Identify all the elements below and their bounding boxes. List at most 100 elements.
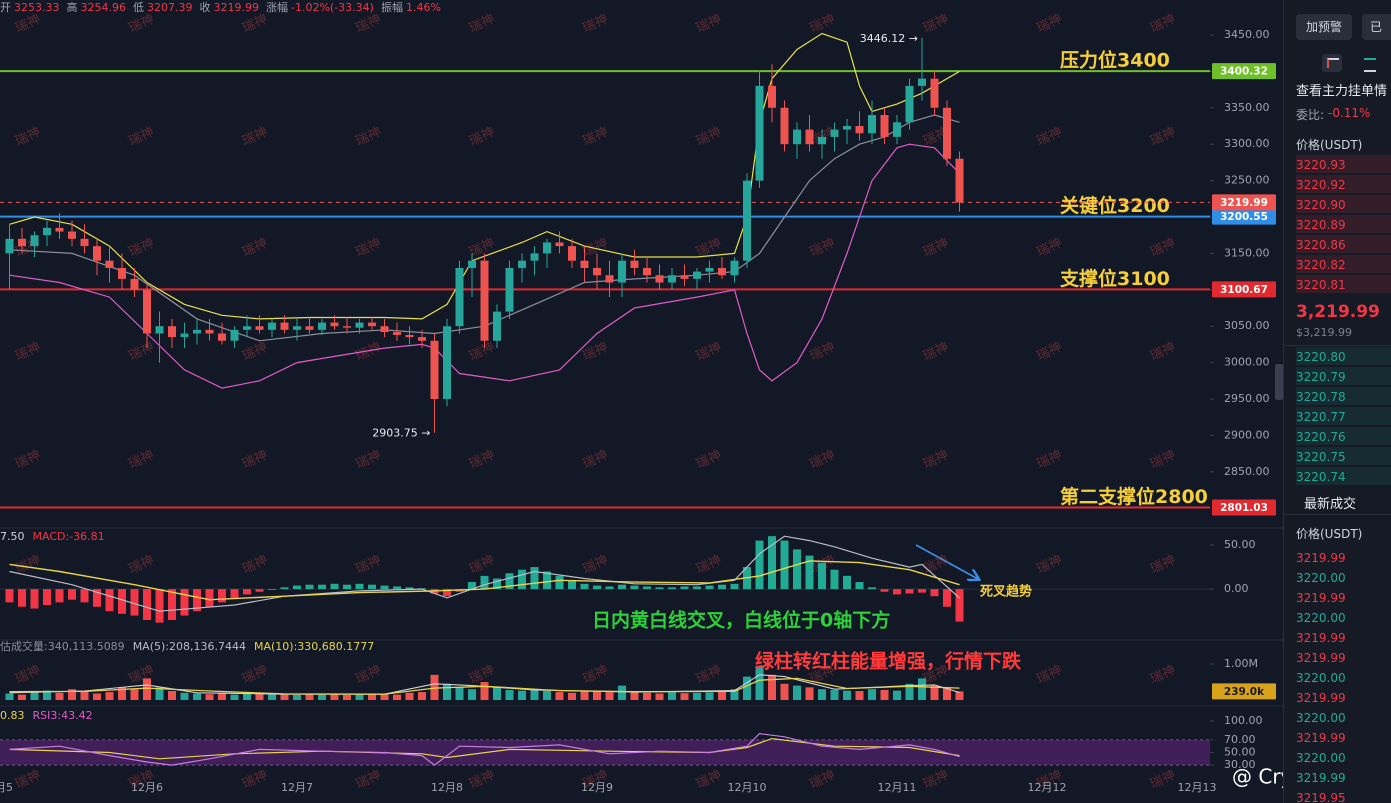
candle-body (805, 129, 814, 145)
macd-bar (30, 589, 39, 609)
trade-price: 3219.99 (1296, 771, 1346, 785)
y-tick-label: 1.00M (1224, 657, 1258, 670)
layout-icon[interactable] (1364, 58, 1376, 72)
watermark: 瑞神 (240, 448, 270, 473)
bid-bg (1296, 347, 1391, 365)
watermark: 瑞神 (808, 12, 838, 37)
macd-bar (218, 589, 226, 603)
macd-bar (380, 585, 389, 590)
watermark: 瑞神 (240, 125, 270, 150)
candle-body (330, 322, 339, 327)
watermark: 瑞神 (581, 553, 611, 578)
watermark: 瑞神 (467, 340, 497, 365)
candle-body (780, 107, 789, 145)
volume-bar (118, 687, 126, 700)
price-box-label: 239.0k (1224, 686, 1265, 698)
macd-bar (643, 586, 651, 590)
candle-body (118, 267, 126, 279)
macd-bar (580, 583, 589, 590)
macd-bar (468, 582, 476, 590)
macd-bar (693, 586, 701, 590)
volume-bar (505, 689, 514, 700)
macd-bar (830, 569, 839, 590)
price-box-label: 2801.03 (1220, 502, 1268, 514)
volume-bar (955, 691, 964, 700)
candle-body (418, 337, 426, 341)
candle-body (30, 235, 39, 247)
candle-body (705, 267, 714, 272)
volume-bar (80, 691, 89, 700)
macd-annotation: 日内黄白线交叉，白线位于0轴下方 (592, 609, 890, 632)
extreme-label: 2903.75 → (372, 427, 430, 440)
macd-bar (43, 589, 51, 605)
volume-bar (793, 685, 801, 700)
candle-body (643, 267, 651, 276)
candle-body (430, 340, 439, 400)
volume-bar (918, 678, 926, 700)
volume-bar (330, 693, 339, 700)
legend-item: 估成交量:340,113.5089 (0, 640, 125, 653)
macd-bar (243, 589, 251, 595)
volume-bar (718, 691, 726, 700)
watermark: 瑞神 (921, 768, 951, 793)
candle-body (368, 322, 376, 327)
ask-price: 3220.93 (1296, 158, 1346, 172)
watermark: 瑞神 (1148, 125, 1178, 150)
volume-bar (355, 694, 364, 700)
volume-bar (405, 692, 414, 700)
volume-bar (630, 691, 639, 700)
candle-body (918, 78, 926, 86)
watermark: 瑞神 (921, 236, 951, 261)
volume-bar (668, 692, 676, 700)
watermark: 瑞神 (1148, 340, 1178, 365)
indicator-legend: 估成交量:340,113.5089 MA(5):208,136.7444 MA(10… (0, 640, 382, 654)
macd-bar (393, 586, 401, 590)
macd-bar (568, 580, 576, 590)
watermark: 瑞神 (240, 663, 270, 688)
macd-bar (843, 575, 851, 590)
macd-bar (755, 540, 764, 590)
alert-button[interactable]: 加预警 (1296, 14, 1352, 40)
trade-price: 3220.00 (1296, 671, 1346, 685)
candle-body (543, 242, 551, 254)
volume-bar (593, 691, 601, 700)
volume-bar (343, 694, 351, 700)
candle-body (593, 267, 601, 276)
macd-bar (55, 589, 64, 603)
watermark: 瑞神 (694, 340, 724, 365)
watermark: 瑞神 (13, 768, 43, 793)
volume-bar (5, 693, 14, 700)
header-label: 低 (133, 1, 144, 14)
depth-link[interactable]: 查看主力挂单情 (1296, 84, 1388, 99)
macd-bar (555, 575, 564, 590)
volume-bar (943, 687, 951, 700)
price-box (1212, 281, 1276, 298)
volume-bar (193, 693, 201, 700)
watermark: 瑞神 (694, 12, 724, 37)
collapse-handle[interactable] (1275, 364, 1283, 400)
trade-price: 3220.00 (1296, 571, 1346, 585)
candle-body (630, 260, 639, 268)
ask-price: 3220.89 (1296, 218, 1346, 232)
watermark: 瑞神 (467, 553, 497, 578)
x-tick-label: 12月8 (431, 781, 463, 794)
bid-price: 3220.74 (1296, 470, 1346, 484)
trade-price: 3219.99 (1296, 691, 1346, 705)
candle-body (343, 326, 351, 328)
y-tick-label: 3300.00 (1224, 137, 1270, 150)
price-box (1212, 63, 1276, 80)
candle-body (193, 329, 201, 334)
candle-body (618, 260, 626, 283)
volume-bar (643, 692, 651, 700)
more-button[interactable]: 已 (1362, 14, 1391, 40)
y-tick-label: 100.00 (1224, 714, 1263, 727)
volume-bar (480, 682, 489, 700)
watermark: 瑞神 (467, 12, 497, 37)
price-box (1212, 683, 1276, 700)
watermark: 瑞神 (127, 663, 157, 688)
divider (1284, 345, 1391, 346)
candle-body (205, 329, 214, 334)
volume-bar (680, 693, 689, 700)
level-annotation: 关键位3200 (1060, 194, 1170, 217)
ask-bg (1296, 215, 1391, 233)
